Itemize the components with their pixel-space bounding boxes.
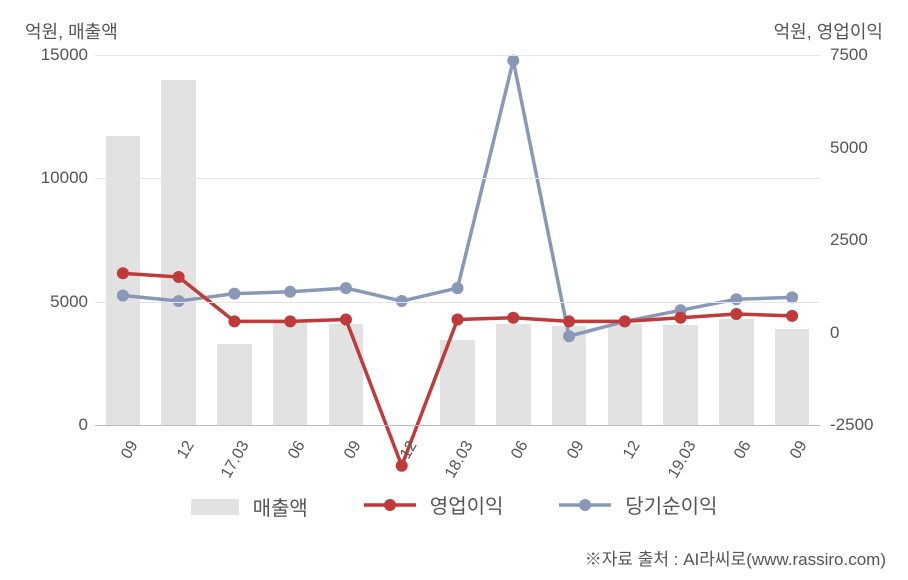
legend-swatch-line: [364, 495, 416, 515]
marker-net_income: [228, 288, 240, 300]
legend-label: 영업이익: [430, 490, 504, 519]
marker-operating_profit: [675, 312, 687, 324]
marker-operating_profit: [284, 315, 296, 327]
left-axis-title: 억원, 매출액: [25, 18, 118, 44]
marker-net_income: [563, 330, 575, 342]
y-tick-right: 0: [830, 323, 900, 343]
y-tick-left: 10000: [18, 168, 88, 188]
line-overlay: [95, 55, 820, 425]
gridline: [95, 425, 820, 426]
y-tick-right: 7500: [830, 45, 900, 65]
marker-net_income: [452, 282, 464, 294]
right-axis-title: 억원, 영업이익: [774, 18, 883, 44]
gridline: [95, 55, 820, 56]
y-tick-right: -2500: [830, 415, 900, 435]
marker-operating_profit: [563, 315, 575, 327]
y-tick-left: 15000: [18, 45, 88, 65]
combo-chart: 억원, 매출액 억원, 영업이익 매출액 영업이익 당기순이익 ※자료 출처 : A…: [0, 0, 908, 580]
legend-label: 당기순이익: [625, 490, 717, 519]
plot-area: [95, 55, 820, 425]
y-tick-left: 0: [18, 415, 88, 435]
legend-item: 당기순이익: [559, 490, 717, 519]
marker-operating_profit: [340, 314, 352, 326]
legend-swatch-line: [559, 495, 611, 515]
legend-item: 영업이익: [364, 490, 504, 519]
marker-operating_profit: [507, 312, 519, 324]
marker-operating_profit: [730, 308, 742, 320]
legend-item: 매출액: [191, 492, 308, 521]
marker-operating_profit: [117, 267, 129, 279]
legend: 매출액 영업이익 당기순이익: [0, 490, 908, 521]
marker-operating_profit: [452, 314, 464, 326]
marker-operating_profit: [173, 271, 185, 283]
gridline: [95, 178, 820, 179]
y-tick-left: 5000: [18, 292, 88, 312]
y-tick-right: 2500: [830, 230, 900, 250]
marker-operating_profit: [396, 460, 408, 472]
marker-net_income: [284, 286, 296, 298]
marker-operating_profit: [619, 315, 631, 327]
marker-operating_profit: [786, 310, 798, 322]
marker-operating_profit: [228, 315, 240, 327]
marker-net_income: [730, 293, 742, 305]
marker-net_income: [340, 282, 352, 294]
marker-net_income: [507, 55, 519, 67]
credit-text: ※자료 출처 : AI라씨로(www.rassiro.com): [585, 545, 886, 570]
line-net_income: [123, 61, 792, 337]
legend-label: 매출액: [253, 492, 308, 521]
y-tick-right: 5000: [830, 138, 900, 158]
marker-net_income: [117, 290, 129, 302]
gridline: [95, 302, 820, 303]
legend-swatch-bar: [191, 499, 239, 515]
